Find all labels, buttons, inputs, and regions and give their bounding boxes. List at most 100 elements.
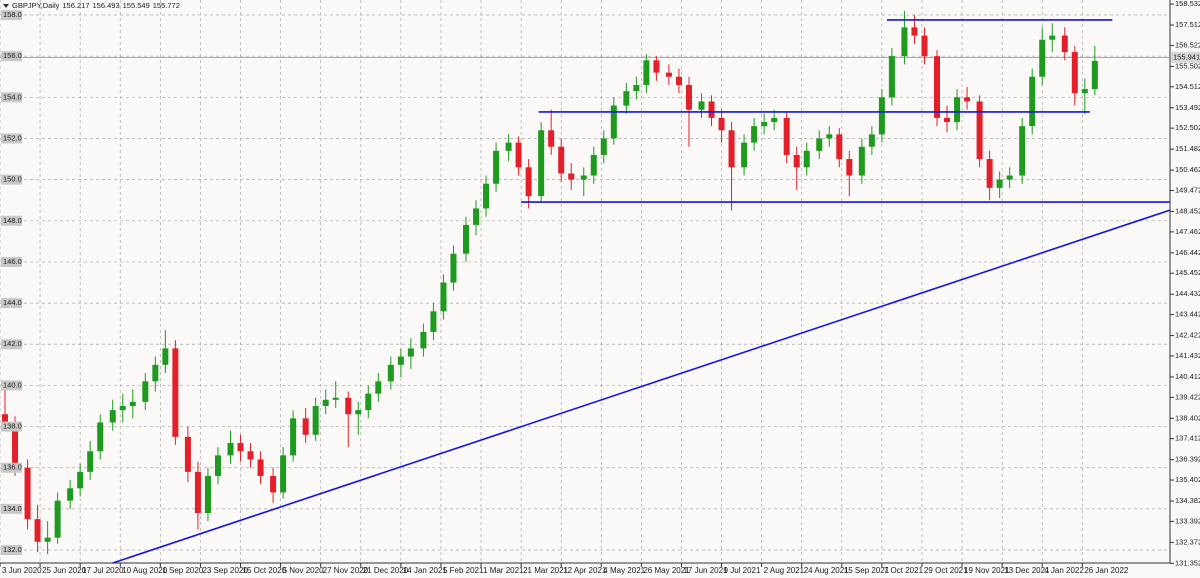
candle-body	[944, 117, 951, 123]
candle-body	[878, 97, 885, 135]
candle-body	[934, 56, 941, 118]
x-tick-label: 29 Oct 2021	[924, 566, 968, 575]
x-tick-label: 3 Jun 2020	[2, 566, 42, 575]
x-tick-label: 24 Aug 2021	[804, 566, 849, 575]
x-tick-label: 5 Nov 2020	[283, 566, 324, 575]
x-tick-label: 2 Aug 2021	[764, 566, 805, 575]
y2-tick-label: 156.522	[1175, 40, 1200, 49]
candle-body	[270, 475, 277, 493]
candle-body	[698, 101, 705, 110]
candle-body	[473, 208, 480, 225]
candle-body	[826, 134, 833, 139]
header: GBPJPY,Daily 156.217 156.493 155.549 155.772	[12, 1, 180, 10]
candle-body	[868, 134, 875, 147]
y2-tick-label: 157.512	[1175, 20, 1200, 29]
x-tick-label: 27 Nov 2020	[323, 566, 369, 575]
y-tick-box	[1, 545, 22, 556]
candle-body	[836, 134, 843, 160]
candle-body	[741, 142, 748, 168]
y2-tick-label: 155.502	[1175, 61, 1200, 70]
y2-tick-label: 149.472	[1175, 185, 1200, 194]
candle-body	[580, 175, 587, 180]
x-tick-label: 4 Jan 2022	[1044, 566, 1084, 575]
candle-body	[450, 253, 457, 283]
x-tick-label: 21 Dec 2020	[363, 566, 409, 575]
y2-tick-label: 138.402	[1175, 413, 1200, 422]
candle-body	[665, 72, 672, 77]
candle-body	[483, 183, 490, 209]
candle-body	[803, 150, 810, 168]
y-tick-box	[1, 421, 22, 432]
candle-body	[568, 173, 575, 180]
x-tick-label: 21 Mar 2021	[523, 566, 568, 575]
x-tick-label: 15 Oct 2020	[243, 566, 287, 575]
y-tick-box	[1, 215, 22, 226]
y-tick-label: 158.0	[3, 10, 22, 19]
candle-body	[858, 146, 865, 176]
candle-body	[610, 105, 617, 139]
y2-tick-label: 147.462	[1175, 227, 1200, 236]
candle-body	[538, 130, 545, 197]
header-arrow	[3, 4, 9, 8]
x-tick-label: 5 Feb 2021	[443, 566, 484, 575]
candle-body	[1081, 89, 1088, 94]
candle-body	[129, 401, 136, 406]
candle-body	[558, 146, 565, 174]
y-tick-label: 146.0	[3, 257, 22, 266]
candle-body	[505, 142, 512, 151]
y2-tick-label: 142.422	[1175, 331, 1200, 340]
candle-body	[152, 364, 159, 382]
candle-body	[685, 84, 692, 110]
y2-tick-label: 158.532	[1175, 0, 1200, 8]
candle-body	[109, 410, 116, 423]
y2-tick-label: 154.512	[1175, 82, 1200, 91]
y-tick-box	[1, 256, 22, 267]
candle-body	[675, 76, 682, 85]
y-tick-box	[1, 92, 22, 103]
candle-body	[387, 364, 394, 382]
y2-tick-label: 151.482	[1175, 144, 1200, 153]
x-tick-label: 1 Sep 2020	[162, 566, 203, 575]
candle-body	[846, 159, 853, 176]
x-tick-label: 9 Jul 2021	[724, 566, 761, 575]
x-tick-label: 17 Jul 2020	[82, 566, 124, 575]
candle-body	[462, 224, 469, 254]
x-tick-label: 23 Sep 2020	[202, 566, 248, 575]
y-tick-label: 144.0	[3, 298, 22, 307]
candle-body	[237, 443, 244, 452]
candle-body	[280, 455, 287, 493]
candle-body	[633, 84, 640, 92]
candle-body	[365, 393, 372, 411]
candle-body	[515, 142, 522, 168]
candle-body	[708, 101, 715, 118]
candle-body	[430, 311, 437, 332]
candle-body	[34, 519, 41, 542]
candle-body	[996, 179, 1003, 188]
y2-tick-label: 146.442	[1175, 248, 1200, 257]
y2-tick-label: 148.452	[1175, 206, 1200, 215]
candle-body	[771, 117, 778, 123]
candle-body	[97, 422, 104, 452]
candle-body	[761, 122, 768, 127]
candle-body	[119, 405, 126, 411]
price-label: 155.941	[1173, 52, 1200, 61]
candle-body	[407, 348, 414, 357]
header-value: 156.217	[62, 1, 89, 10]
candle-body	[184, 436, 191, 472]
candle-body	[302, 418, 309, 435]
candle-body	[911, 27, 918, 36]
candle-body	[1049, 35, 1056, 40]
candle-body	[257, 459, 264, 476]
candle-body	[227, 443, 234, 456]
candle-body	[493, 150, 500, 184]
candle-body	[312, 405, 319, 435]
x-tick-label: 14 Jan 2021	[403, 566, 448, 575]
y-tick-box	[1, 51, 22, 62]
candle-body	[623, 91, 630, 106]
candle-body	[247, 451, 254, 460]
y2-tick-label: 140.412	[1175, 372, 1200, 381]
y2-tick-label: 135.402	[1175, 475, 1200, 484]
candle-body	[1091, 60, 1098, 90]
